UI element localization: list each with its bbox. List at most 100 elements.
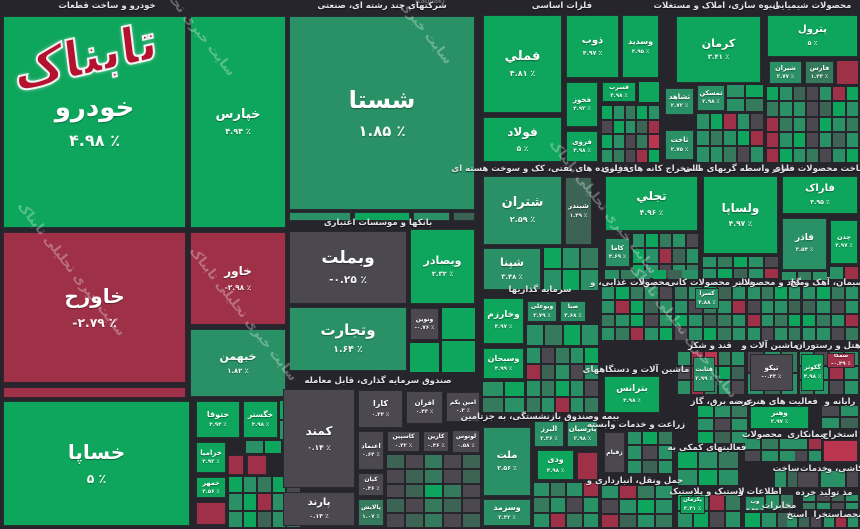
stock-tile-small[interactable] (761, 314, 773, 327)
stock-tile-small[interactable] (795, 439, 807, 449)
stock-tile-small[interactable] (737, 114, 750, 129)
stock-tile-small[interactable] (710, 495, 724, 510)
stock-tile-small[interactable] (534, 483, 549, 497)
stock-tile-small[interactable] (718, 257, 732, 267)
stock-tile-small[interactable] (229, 511, 242, 527)
stock-tile[interactable]: افران ۰.۴۳ ٪ (406, 391, 443, 424)
stock-tile-small[interactable] (782, 272, 796, 280)
stock-tile[interactable]: شپنا ۳.۴۸ ٪ (483, 248, 541, 290)
stock-tile[interactable]: خاورح -۲.۷۹ ٪ (3, 232, 186, 383)
stock-tile-small[interactable] (710, 114, 723, 129)
stock-tile-small[interactable] (406, 484, 423, 498)
stock-tile-small[interactable] (799, 517, 810, 527)
stock-tile[interactable]: فملي ۴.۸۱ ٪ (483, 15, 562, 113)
stock-tile-small[interactable] (646, 249, 658, 263)
stock-tile-small[interactable] (718, 268, 732, 278)
stock-tile[interactable]: پترول ۵ ٪ (767, 15, 858, 57)
stock-tile-unlabeled[interactable] (3, 387, 186, 398)
stock-tile-small[interactable] (444, 455, 461, 468)
stock-tile-small[interactable] (483, 398, 503, 412)
stock-tile-small[interactable] (583, 483, 598, 497)
stock-tile-small[interactable] (737, 130, 750, 146)
stock-tile-small[interactable] (689, 328, 702, 340)
stock-tile[interactable]: فروی ۴.۹۸ ٪ (566, 131, 598, 162)
stock-tile-small[interactable] (527, 397, 540, 412)
stock-tile-small[interactable] (787, 517, 798, 527)
stock-tile-small[interactable] (463, 469, 480, 483)
stock-tile-small[interactable] (780, 133, 792, 147)
stock-tile-small[interactable] (745, 439, 761, 449)
stock-tile-small[interactable] (806, 148, 819, 162)
stock-tile-small[interactable] (643, 446, 657, 459)
stock-tile-small[interactable] (534, 513, 549, 527)
stock-tile-small[interactable] (820, 87, 832, 101)
stock-tile-small[interactable] (823, 517, 834, 527)
stock-tile-small[interactable] (831, 328, 844, 340)
stock-tile-small[interactable] (652, 270, 667, 279)
stock-tile[interactable]: پکرمان ۲.۴۱ ٪ (680, 496, 705, 514)
stock-tile-small[interactable] (718, 287, 731, 299)
stock-tile-small[interactable] (570, 348, 584, 363)
stock-tile-small[interactable] (775, 328, 787, 340)
stock-tile-small[interactable] (541, 364, 555, 379)
stock-tile[interactable]: فخوز ۴.۹۳ ٪ (566, 82, 598, 127)
stock-tile-small[interactable] (659, 249, 672, 263)
stock-tile-small[interactable] (775, 314, 787, 327)
stock-tile[interactable]: کارا ۰.۳۴ ٪ (358, 390, 403, 428)
stock-tile-small[interactable] (272, 494, 286, 510)
stock-tile-unlabeled[interactable] (247, 455, 267, 475)
stock-tile-small[interactable] (637, 149, 648, 162)
stock-tile-small[interactable] (675, 300, 688, 313)
stock-tile-small[interactable] (258, 477, 271, 493)
stock-tile-small[interactable] (387, 514, 404, 527)
stock-tile-small[interactable] (689, 314, 702, 327)
stock-tile-small[interactable] (463, 514, 480, 527)
stock-tile-unlabeled[interactable] (196, 502, 226, 525)
stock-tile-small[interactable] (726, 512, 740, 527)
stock-tile-small[interactable] (831, 503, 844, 509)
stock-tile-small[interactable] (387, 484, 404, 498)
stock-tile-small[interactable] (527, 325, 544, 345)
stock-tile-small[interactable] (820, 117, 832, 132)
stock-tile-small[interactable] (748, 287, 760, 299)
stock-tile-small[interactable] (659, 328, 672, 340)
stock-tile-small[interactable] (803, 287, 816, 299)
stock-tile[interactable]: وهنر ۲.۹۷ ٪ (750, 406, 809, 429)
stock-tile[interactable]: ثاخت ۲.۷۵ ٪ (665, 130, 694, 160)
stock-tile-small[interactable] (625, 135, 636, 148)
stock-tile-small[interactable] (793, 133, 805, 147)
stock-tile-small[interactable] (425, 469, 442, 483)
stock-tile-small[interactable] (645, 287, 658, 299)
stock-tile[interactable]: وبصادر ۲.۳۲ ٪ (410, 229, 475, 304)
stock-tile-small[interactable] (813, 272, 827, 280)
stock-tile-small[interactable] (767, 117, 779, 132)
stock-tile-small[interactable] (646, 234, 658, 248)
stock-tile-small[interactable] (788, 287, 800, 299)
stock-tile-small[interactable] (602, 120, 612, 133)
stock-tile-small[interactable] (616, 314, 629, 327)
stock-tile-small[interactable] (767, 133, 779, 147)
stock-tile-small[interactable] (636, 270, 651, 279)
stock-tile[interactable]: تجلي ۴.۹۶ ٪ (605, 176, 698, 231)
stock-tile[interactable]: وسدید ۴.۹۵ ٪ (622, 15, 659, 78)
stock-tile-small[interactable] (630, 314, 644, 327)
stock-tile-small[interactable] (243, 477, 257, 493)
stock-tile-small[interactable] (788, 300, 800, 313)
stock-tile-small[interactable] (845, 381, 858, 394)
stock-tile-small[interactable] (761, 287, 773, 299)
stock-tile-small[interactable] (737, 147, 750, 162)
stock-tile-small[interactable] (718, 381, 731, 394)
stock-tile-small[interactable] (613, 120, 624, 133)
stock-tile[interactable]: وسبحان ۴.۹۹ ٪ (483, 348, 524, 379)
stock-tile-small[interactable] (820, 148, 832, 162)
stock-tile-small[interactable] (817, 503, 830, 509)
stock-tile-small[interactable] (602, 149, 612, 162)
stock-tile-small[interactable] (562, 270, 580, 290)
stock-tile-small[interactable] (387, 469, 404, 483)
stock-tile-small[interactable] (703, 257, 717, 267)
stock-tile-small[interactable] (715, 406, 730, 417)
stock-tile[interactable]: وتجارت ۱.۶۴ ٪ (289, 307, 407, 371)
stock-tile-small[interactable] (646, 264, 658, 278)
stock-tile[interactable]: ملت ۲.۵۶ ٪ (483, 427, 531, 496)
stock-tile-unlabeled[interactable] (453, 212, 475, 221)
